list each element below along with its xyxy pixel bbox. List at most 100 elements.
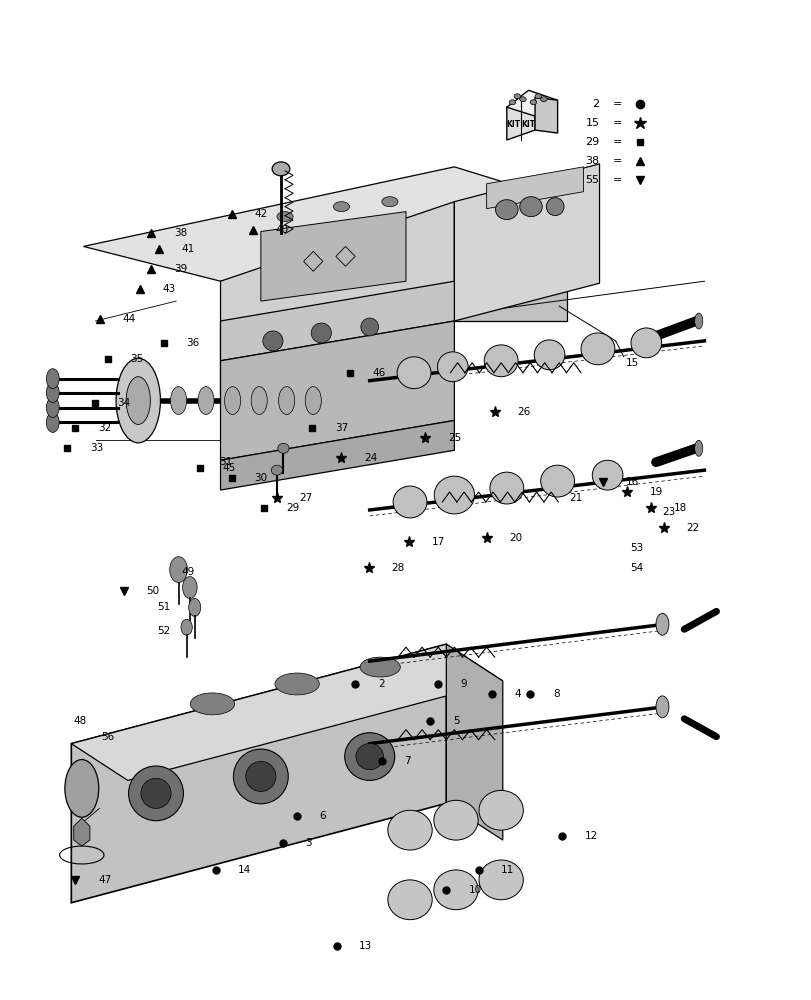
Text: 3: 3 [305, 838, 311, 848]
Text: 12: 12 [584, 831, 598, 841]
Ellipse shape [546, 198, 564, 216]
Text: 24: 24 [363, 453, 377, 463]
Text: 38: 38 [174, 228, 187, 238]
Ellipse shape [478, 790, 523, 830]
Ellipse shape [128, 766, 183, 821]
Text: 22: 22 [686, 523, 699, 533]
Ellipse shape [513, 94, 520, 99]
Text: 4: 4 [514, 689, 521, 699]
Text: 54: 54 [629, 563, 642, 573]
Ellipse shape [198, 387, 214, 414]
Ellipse shape [434, 476, 474, 514]
Ellipse shape [540, 465, 574, 497]
Text: =: = [611, 99, 621, 109]
Text: =: = [611, 175, 621, 185]
Text: 52: 52 [157, 626, 170, 636]
Text: 39: 39 [174, 264, 187, 274]
Ellipse shape [591, 460, 622, 490]
Ellipse shape [534, 94, 541, 99]
Ellipse shape [393, 486, 427, 518]
Text: 50: 50 [146, 586, 159, 596]
Ellipse shape [397, 357, 431, 389]
Ellipse shape [489, 472, 523, 504]
Ellipse shape [655, 613, 668, 635]
Ellipse shape [263, 331, 283, 351]
Ellipse shape [534, 340, 564, 370]
Polygon shape [454, 164, 599, 321]
Ellipse shape [630, 328, 661, 358]
Polygon shape [486, 167, 582, 209]
Ellipse shape [581, 333, 614, 365]
Text: 21: 21 [569, 493, 581, 503]
Polygon shape [221, 420, 454, 490]
Polygon shape [506, 90, 557, 116]
Text: =: = [611, 156, 621, 166]
Text: =: = [611, 137, 621, 147]
Text: 38: 38 [585, 156, 599, 166]
Polygon shape [260, 212, 406, 301]
Polygon shape [446, 644, 502, 840]
Text: 28: 28 [391, 563, 404, 573]
Text: 55: 55 [585, 175, 599, 185]
Ellipse shape [333, 202, 349, 212]
Ellipse shape [182, 577, 197, 598]
Text: 14: 14 [238, 865, 251, 875]
Polygon shape [221, 321, 454, 460]
Text: 9: 9 [461, 679, 467, 689]
Ellipse shape [277, 443, 289, 453]
Text: 45: 45 [222, 463, 235, 473]
Text: KIT: KIT [505, 120, 520, 129]
Text: 11: 11 [500, 865, 514, 875]
Ellipse shape [433, 800, 478, 840]
Text: 29: 29 [286, 503, 299, 513]
Ellipse shape [225, 387, 240, 414]
Polygon shape [506, 97, 534, 140]
Polygon shape [454, 202, 567, 321]
Text: 40: 40 [275, 225, 288, 235]
Ellipse shape [478, 860, 523, 900]
Text: 29: 29 [585, 137, 599, 147]
Polygon shape [221, 281, 454, 361]
Text: 20: 20 [508, 533, 521, 543]
Text: 43: 43 [162, 284, 175, 294]
Text: 6: 6 [320, 811, 326, 821]
Text: 46: 46 [371, 368, 385, 378]
Ellipse shape [437, 352, 467, 382]
Text: =: = [611, 118, 621, 128]
Text: 31: 31 [219, 457, 232, 467]
Ellipse shape [381, 197, 397, 207]
Text: 37: 37 [335, 423, 348, 433]
Text: 19: 19 [649, 487, 662, 497]
Text: 51: 51 [157, 602, 170, 612]
Text: 27: 27 [299, 493, 312, 503]
Text: KIT: KIT [521, 120, 535, 129]
Text: 32: 32 [98, 423, 111, 433]
Text: 56: 56 [101, 732, 114, 742]
Text: 53: 53 [629, 543, 642, 553]
Ellipse shape [495, 200, 517, 220]
Ellipse shape [311, 323, 331, 343]
Polygon shape [71, 644, 446, 903]
Ellipse shape [278, 387, 294, 414]
Text: 41: 41 [182, 244, 195, 254]
Ellipse shape [359, 657, 400, 677]
Ellipse shape [188, 598, 200, 616]
Text: 25: 25 [448, 433, 461, 443]
Ellipse shape [483, 345, 517, 377]
Text: 47: 47 [98, 875, 111, 885]
Text: 2: 2 [377, 679, 384, 689]
Ellipse shape [271, 465, 282, 475]
Text: 36: 36 [187, 338, 200, 348]
Ellipse shape [433, 870, 478, 910]
Ellipse shape [190, 693, 234, 715]
Text: 42: 42 [254, 209, 268, 219]
Text: 34: 34 [117, 398, 131, 408]
Text: 16: 16 [624, 477, 637, 487]
Text: 5: 5 [453, 716, 459, 726]
Ellipse shape [530, 100, 536, 105]
Ellipse shape [46, 369, 59, 389]
Ellipse shape [277, 212, 293, 222]
Ellipse shape [694, 313, 702, 329]
Ellipse shape [508, 100, 515, 105]
Ellipse shape [272, 162, 290, 176]
